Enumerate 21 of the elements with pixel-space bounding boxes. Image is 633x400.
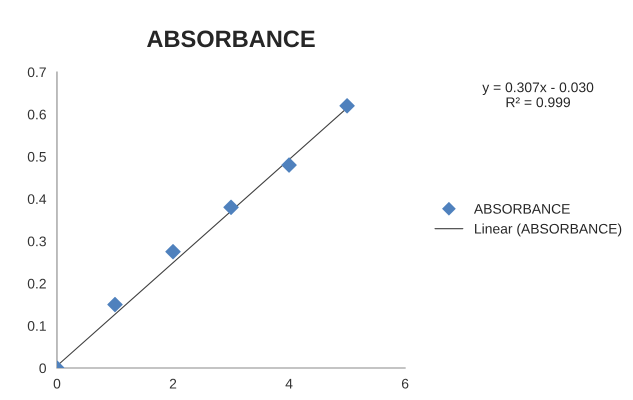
y-tick-label: 0.1 xyxy=(28,321,46,331)
text: y = 0.307x - 0.030 R² = 0.999 xyxy=(482,82,594,108)
y-tick-label: 0.7 xyxy=(28,67,46,78)
legend-label: ABSORBANCE xyxy=(474,204,570,214)
y-tick-label: 0.4 xyxy=(28,194,46,204)
legend-label: Linear (ABSORBANCE) xyxy=(475,223,622,236)
y-tick-label: 0.5 xyxy=(28,152,46,162)
y-tick-label: 0.6 xyxy=(28,110,46,120)
x-tick-label: 2 xyxy=(170,378,176,388)
point xyxy=(223,200,239,216)
point xyxy=(339,98,355,114)
y-tick-label: 0.3 xyxy=(28,236,46,246)
point xyxy=(165,244,181,260)
y-tick-label: 0.2 xyxy=(28,278,46,289)
y-tick-label: 0 xyxy=(39,363,46,374)
x-tick-label: 6 xyxy=(402,378,408,389)
point xyxy=(281,157,297,173)
x-tick-label: 4 xyxy=(286,378,293,388)
chart-title: ABSORBANCE xyxy=(147,30,315,48)
point xyxy=(107,296,123,312)
x-tick-label: 0 xyxy=(54,378,60,389)
